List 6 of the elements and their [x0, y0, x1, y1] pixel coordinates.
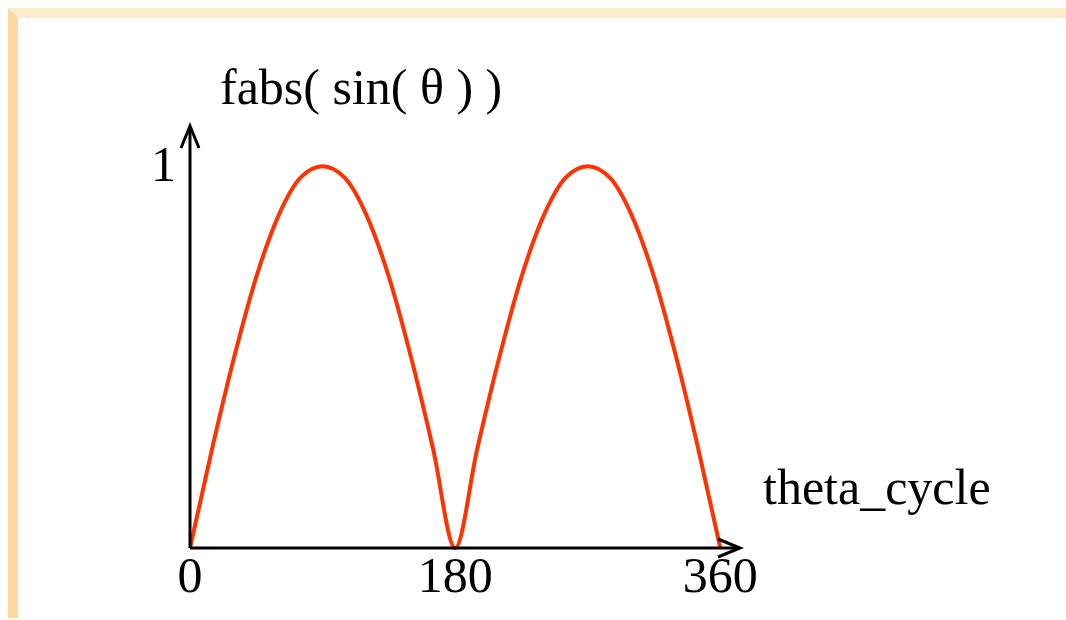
y-axis-title: fabs( sin( θ ) )	[220, 58, 503, 116]
text: 1	[151, 136, 176, 192]
x-tick-label: 180	[417, 546, 493, 603]
x-tick-label: 0	[177, 546, 203, 603]
x-axis-title: theta_cycle	[763, 458, 991, 516]
x-tick-label: 360	[682, 546, 758, 603]
